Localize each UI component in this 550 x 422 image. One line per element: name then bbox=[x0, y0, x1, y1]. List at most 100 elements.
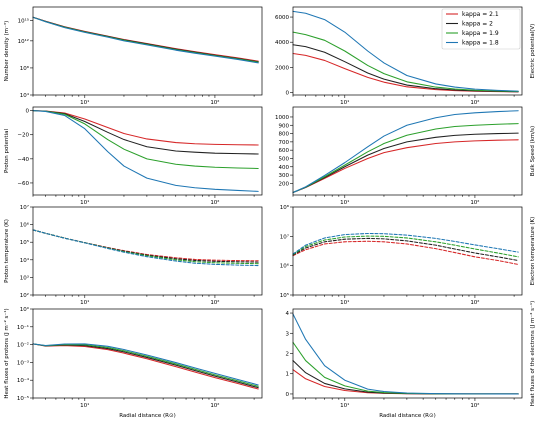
series-line bbox=[292, 123, 519, 194]
x-tick-label: 10¹ bbox=[80, 99, 89, 106]
y-tick-label: 10⁵ bbox=[20, 239, 29, 246]
series-line bbox=[292, 31, 519, 93]
y-tick-label: −20 bbox=[17, 133, 29, 139]
series-line bbox=[32, 229, 259, 265]
series-line bbox=[32, 16, 259, 63]
legend-label: kappa = 1.8 bbox=[462, 40, 499, 47]
y-tick-label: 10¹² bbox=[18, 38, 29, 45]
panel-6: 10¹ 10² 10⁵ 10⁶ 10⁷ 10⁸ Electron temperature (… bbox=[280, 204, 536, 306]
y-tick-label: 900 bbox=[279, 123, 290, 129]
y-tick-label: 10⁻³ bbox=[17, 359, 29, 366]
y-axis-label: Proton temperature (K) bbox=[4, 219, 10, 283]
y-axis-label: Number density (m⁻³) bbox=[3, 21, 10, 82]
y-tick-label: 10⁶ bbox=[280, 263, 290, 270]
series-line bbox=[292, 237, 519, 262]
y-axis-label: Heat fluxes of protons (J m⁻² s⁻¹) bbox=[3, 308, 10, 398]
series-line bbox=[32, 110, 259, 192]
series-line bbox=[32, 343, 259, 389]
series-line bbox=[32, 16, 259, 62]
panel-5: 10¹ 10² 10² 10³ 10⁴ 10⁵ 10⁶ 10⁷ Proton temperatu… bbox=[4, 204, 263, 306]
y-tick-label: 10⁻⁵ bbox=[17, 395, 29, 402]
y-tick-label: 300 bbox=[279, 173, 290, 179]
series-line bbox=[32, 343, 259, 390]
series-line bbox=[292, 44, 519, 93]
y-tick-label: 600 bbox=[279, 148, 290, 154]
y-tick-label: 10⁸ bbox=[20, 65, 30, 72]
y-tick-label: 10⁷ bbox=[20, 204, 29, 211]
y-tick-label: 3 bbox=[286, 331, 290, 337]
series-line bbox=[292, 232, 519, 255]
y-tick-label: 10⁰ bbox=[20, 306, 30, 313]
plot-frame bbox=[32, 308, 263, 399]
y-tick-label: 1 bbox=[286, 372, 290, 378]
y-tick-label: 10⁻¹ bbox=[17, 324, 29, 331]
y-axis-label: Bulk Speed (km/s) bbox=[530, 126, 536, 176]
y-tick-label: 10² bbox=[20, 292, 29, 299]
series-line bbox=[292, 235, 519, 258]
x-tick-label: 10² bbox=[210, 299, 219, 306]
x-tick-label: 10² bbox=[210, 402, 219, 409]
legend-box bbox=[441, 8, 521, 50]
x-tick-label: 10² bbox=[210, 199, 219, 206]
legend-label: kappa = 2.1 bbox=[462, 11, 499, 18]
plot-frame bbox=[292, 206, 523, 296]
x-tick-label: 10¹ bbox=[340, 299, 349, 306]
plot-frame bbox=[32, 6, 263, 96]
y-tick-label: 0 bbox=[286, 392, 290, 398]
x-tick-label: 10¹ bbox=[80, 299, 89, 306]
y-tick-label: 0 bbox=[26, 109, 30, 115]
y-tick-label: 6000 bbox=[275, 15, 289, 21]
y-tick-label: 500 bbox=[279, 156, 290, 162]
y-tick-label: 10⁻⁴ bbox=[17, 377, 30, 384]
y-tick-label: 10⁵ bbox=[280, 292, 289, 299]
plot-frame bbox=[292, 106, 523, 196]
x-tick-label: 10¹ bbox=[340, 99, 349, 106]
series-line bbox=[292, 139, 519, 194]
series-line bbox=[292, 240, 519, 265]
y-tick-label: 2000 bbox=[275, 65, 289, 71]
y-tick-label: 400 bbox=[279, 165, 290, 171]
x-axis-label: Radial distance (R⊙) bbox=[119, 413, 176, 419]
series-line bbox=[32, 229, 259, 263]
series-line bbox=[292, 52, 519, 93]
y-tick-label: 10⁸ bbox=[280, 204, 290, 211]
x-tick-label: 10¹ bbox=[80, 199, 89, 206]
x-tick-label: 10² bbox=[470, 99, 479, 106]
y-axis-label: Electron temperature (K) bbox=[530, 217, 536, 286]
x-tick-label: 10² bbox=[470, 299, 479, 306]
y-tick-label: 4000 bbox=[275, 40, 289, 46]
y-tick-label: 10³ bbox=[20, 274, 29, 281]
y-tick-label: 10¹⁵ bbox=[18, 18, 29, 25]
series-line bbox=[32, 343, 259, 386]
y-tick-label: 4 bbox=[286, 311, 290, 317]
legend-label: kappa = 1.9 bbox=[462, 30, 499, 37]
x-tick-label: 10¹ bbox=[80, 402, 89, 409]
panel-2: 10¹ 10² 0 2000 4000 6000 Electric potential(V)… bbox=[275, 6, 536, 106]
x-tick-label: 10¹ bbox=[340, 199, 349, 206]
series-line bbox=[292, 313, 519, 395]
y-tick-label: 1000 bbox=[275, 115, 289, 121]
x-tick-label: 10² bbox=[210, 99, 219, 106]
y-tick-label: 2 bbox=[286, 352, 290, 358]
y-tick-label: 200 bbox=[279, 181, 290, 187]
y-tick-label: −60 bbox=[17, 181, 29, 187]
series-line bbox=[292, 110, 519, 194]
plot-frame bbox=[292, 308, 523, 399]
y-axis-label: Proton potential bbox=[4, 129, 10, 173]
series-line bbox=[32, 16, 259, 64]
plot-frame bbox=[32, 206, 263, 296]
x-tick-label: 10² bbox=[470, 199, 479, 206]
panel-4: 10¹ 10² 200 300 400 500 600 700 800 900 1000 Bulk S… bbox=[275, 106, 536, 206]
x-tick-label: 10² bbox=[470, 402, 479, 409]
series-line bbox=[32, 110, 259, 170]
panel-7: 10¹ 10² 10⁻⁵ 10⁻⁴ 10⁻³ 10⁻² 10⁻¹ 10⁰ Heat fluxes… bbox=[3, 306, 263, 419]
series-line bbox=[32, 229, 259, 267]
series-line bbox=[292, 360, 519, 395]
x-axis-label: Radial distance (R⊙) bbox=[379, 413, 436, 419]
y-tick-label: −40 bbox=[17, 157, 29, 163]
legend-label: kappa = 2 bbox=[462, 21, 493, 28]
panel-3: 10¹ 10² 0 −20 −40 −60 Proton potential bbox=[4, 106, 263, 206]
y-tick-label: 0 bbox=[286, 90, 290, 96]
legend: kappa = 2.1 kappa = 2 kappa = 1.9 kappa = 1… bbox=[441, 8, 521, 50]
panel-1: 10¹ 10² 10⁴ 10⁸ 10¹² 10¹⁵ Number density (m⁻³) bbox=[3, 6, 263, 106]
